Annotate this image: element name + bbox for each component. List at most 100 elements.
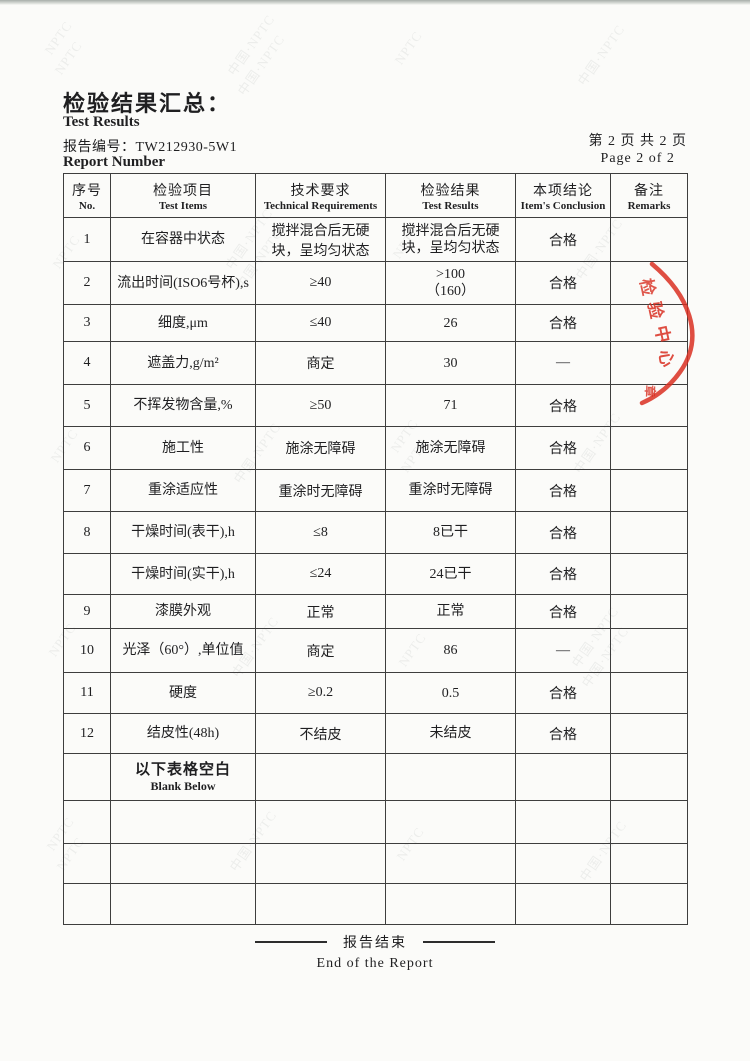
cell-no: 7 bbox=[63, 469, 111, 512]
cell-item bbox=[110, 843, 256, 884]
watermark-text: NPTC bbox=[41, 18, 76, 58]
col-header-test-items: 检验项目 Test Items bbox=[110, 173, 256, 218]
cell-conclusion: 合格 bbox=[515, 594, 611, 629]
table-row bbox=[63, 883, 688, 925]
cell-requirement bbox=[255, 753, 386, 801]
cell-item: 在容器中状态 bbox=[110, 217, 256, 262]
cell-requirement bbox=[255, 843, 386, 884]
cell-result bbox=[385, 883, 516, 925]
report-end-en: End of the Report bbox=[316, 956, 434, 971]
report-number-value: TW212930-5W1 bbox=[135, 140, 238, 155]
cell-remark bbox=[610, 341, 688, 385]
cell-remark bbox=[610, 304, 688, 342]
table-row: 以下表格空白 Blank Below bbox=[63, 753, 688, 801]
cell-no bbox=[63, 553, 111, 595]
cell-conclusion: 合格 bbox=[515, 384, 611, 427]
cell-result: 搅拌混合后无硬块，呈均匀状态 bbox=[385, 217, 516, 262]
cell-requirement: 重涂时无障碍 bbox=[255, 469, 386, 512]
cell-conclusion: 合格 bbox=[515, 469, 611, 512]
table-row bbox=[63, 800, 688, 844]
table-row: 10 光泽（60°）,单位值 商定 86— bbox=[63, 628, 688, 673]
report-end-line: 报告结束 bbox=[0, 932, 750, 952]
col-header-remarks: 备注 Remarks bbox=[610, 173, 688, 218]
cell-requirement bbox=[255, 800, 386, 844]
cell-remark bbox=[610, 426, 688, 470]
cell-remark bbox=[610, 511, 688, 554]
footer-rule-left bbox=[255, 941, 327, 943]
cell-remark bbox=[610, 753, 688, 801]
cell-no: 11 bbox=[63, 672, 111, 714]
cell-remark bbox=[610, 713, 688, 754]
blank-below-en: Blank Below bbox=[150, 779, 216, 793]
cell-item: 干燥时间(表干),h bbox=[110, 511, 256, 554]
cell-no bbox=[63, 883, 111, 925]
cell-requirement: 搅拌混合后无硬块，呈均匀状态 bbox=[255, 217, 386, 262]
cell-item: 施工性 bbox=[110, 426, 256, 470]
cell-no: 10 bbox=[63, 628, 111, 673]
cell-conclusion: 合格 bbox=[515, 426, 611, 470]
cell-no: 1 bbox=[63, 217, 111, 262]
table-row bbox=[63, 843, 688, 884]
scan-top-edge bbox=[0, 0, 750, 5]
cell-no: 2 bbox=[63, 261, 111, 305]
cell-no bbox=[63, 800, 111, 844]
cell-item: 重涂适应性 bbox=[110, 469, 256, 512]
cell-result: 86 bbox=[385, 628, 516, 673]
cell-conclusion bbox=[515, 843, 611, 884]
cell-no bbox=[63, 843, 111, 884]
cell-result: 重涂时无障碍 bbox=[385, 469, 516, 512]
col-header-test-results: 检验结果 Test Results bbox=[385, 173, 516, 218]
cell-conclusion: — bbox=[515, 341, 611, 385]
table-row: 7 重涂适应性 重涂时无障碍 重涂时无障碍 合格 bbox=[63, 469, 688, 512]
table-row: 2 流出时间(ISO6号杯),s ≥40 >100 （160） 合格 bbox=[63, 261, 688, 305]
page-indicator-zh: 第 2 页 共 2 页 bbox=[588, 134, 687, 149]
watermark-text: NPTC bbox=[391, 28, 426, 68]
cell-result: 71 bbox=[385, 384, 516, 427]
cell-result: 26 bbox=[385, 304, 516, 342]
page-indicator: 第 2 页 共 2 页 Page 2 of 2 bbox=[589, 133, 688, 167]
cell-remark bbox=[610, 384, 688, 427]
cell-remark bbox=[610, 217, 688, 262]
page-indicator-en: Page 2 of 2 bbox=[600, 151, 675, 166]
cell-result: 正常 bbox=[385, 594, 516, 629]
table-row: 8 干燥时间(表干),h ≤8 8已干 合格 bbox=[63, 511, 688, 554]
cell-remark bbox=[610, 594, 688, 629]
cell-conclusion: 合格 bbox=[515, 217, 611, 262]
table-row: 5 不挥发物含量,% ≥50 71 合格 bbox=[63, 384, 688, 427]
cell-remark bbox=[610, 628, 688, 673]
report-number-label: 报告编号： bbox=[63, 140, 136, 155]
cell-remark bbox=[610, 883, 688, 925]
cell-requirement: 正常 bbox=[255, 594, 386, 629]
table-row: 干燥时间(实干),h ≤24 24已干 合格 bbox=[63, 553, 688, 595]
cell-requirement: ≤24 bbox=[255, 553, 386, 595]
cell-conclusion: 合格 bbox=[515, 713, 611, 754]
cell-result bbox=[385, 753, 516, 801]
cell-no: 3 bbox=[63, 304, 111, 342]
report-end-zh: 报告结束 bbox=[343, 936, 407, 951]
watermark-text: 中国·NPTC bbox=[234, 31, 288, 99]
footer-rule-right bbox=[423, 941, 495, 943]
table-row: 1 在容器中状态 搅拌混合后无硬块，呈均匀状态 搅拌混合后无硬块，呈均匀状态 合格 bbox=[63, 217, 688, 262]
cell-result: 24已干 bbox=[385, 553, 516, 595]
table-row: 6 施工性 施涂无障碍 施涂无障碍 合格 bbox=[63, 426, 688, 470]
cell-remark bbox=[610, 261, 688, 305]
cell-conclusion: 合格 bbox=[515, 304, 611, 342]
cell-result: 30 bbox=[385, 341, 516, 385]
cell-no: 5 bbox=[63, 384, 111, 427]
table-row: 3 细度,μm ≤40 26 合格 bbox=[63, 304, 688, 342]
cell-item bbox=[110, 800, 256, 844]
cell-result bbox=[385, 800, 516, 844]
col-header-technical-requirements: 技术要求 Technical Requirements bbox=[255, 173, 386, 218]
cell-no: 6 bbox=[63, 426, 111, 470]
cell-result bbox=[385, 843, 516, 884]
watermark-text: 中国·NPTC bbox=[574, 21, 628, 89]
cell-result: 0.5 bbox=[385, 672, 516, 714]
cell-item: 细度,μm bbox=[110, 304, 256, 342]
cell-conclusion bbox=[515, 800, 611, 844]
cell-remark bbox=[610, 800, 688, 844]
cell-item: 流出时间(ISO6号杯),s bbox=[110, 261, 256, 305]
cell-remark bbox=[610, 553, 688, 595]
cell-conclusion: — bbox=[515, 628, 611, 673]
watermark-text: 中国·NPTC bbox=[224, 11, 278, 79]
cell-no bbox=[63, 753, 111, 801]
